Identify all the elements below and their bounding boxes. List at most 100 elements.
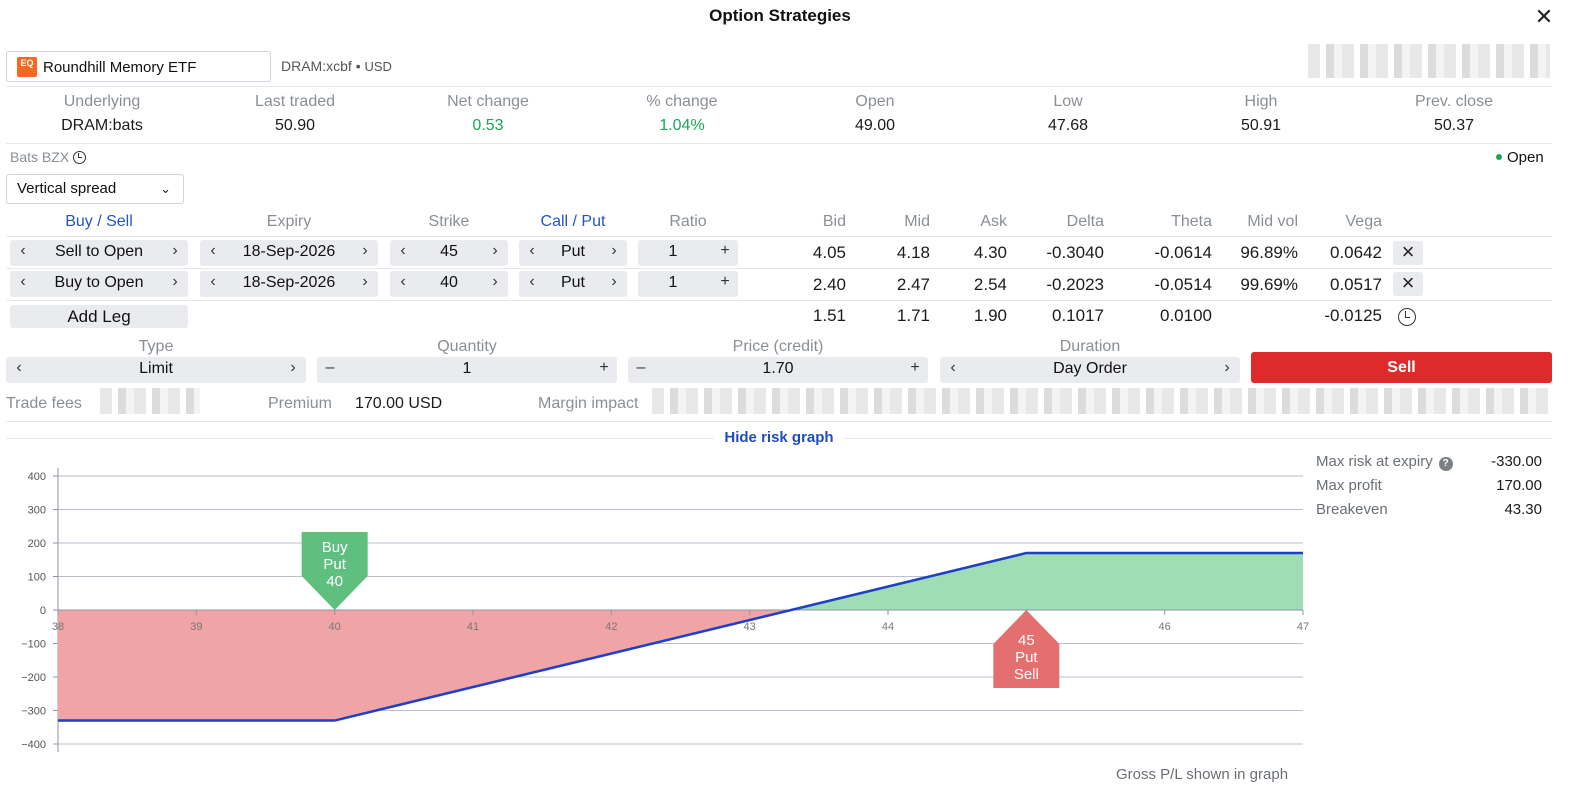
plus-icon[interactable]: +: [599, 359, 609, 376]
leg-call-put-stepper[interactable]: ‹ Put ›: [519, 271, 627, 297]
col-expiry: Expiry: [266, 213, 312, 230]
chevron-right-icon[interactable]: ›: [362, 273, 368, 290]
leg-ask: 2.54: [973, 275, 1007, 294]
leg-buy-sell-stepper[interactable]: ‹ Buy to Open ›: [10, 271, 188, 297]
account-selector-redacted[interactable]: [1308, 44, 1550, 78]
chevron-left-icon[interactable]: ‹: [400, 242, 406, 259]
price-value[interactable]: 1.70: [762, 360, 794, 377]
chevron-left-icon[interactable]: ‹: [210, 273, 216, 290]
add-leg-button[interactable]: Add Leg: [10, 305, 188, 328]
leg-strike-stepper[interactable]: ‹ 40 ›: [390, 271, 508, 297]
plus-icon[interactable]: +: [720, 273, 730, 290]
order-type-stepper[interactable]: ‹ Limit ›: [6, 357, 306, 383]
chevron-right-icon[interactable]: ›: [611, 273, 617, 290]
separator-dot: •: [355, 58, 361, 74]
chevron-right-icon[interactable]: ›: [172, 242, 178, 259]
y-tick-label: −300: [21, 706, 46, 718]
leg-call-put-stepper[interactable]: ‹ Put ›: [519, 240, 627, 266]
y-tick-label: 400: [28, 471, 46, 483]
instrument-symbol: DRAM:xcbf • USD: [281, 58, 392, 74]
chevron-right-icon[interactable]: ›: [1224, 359, 1230, 376]
stat-last-traded: Last traded 50.90: [198, 93, 392, 135]
leg-ask: 4.30: [973, 243, 1007, 262]
plus-icon[interactable]: +: [910, 359, 920, 376]
order-type-value: Limit: [139, 360, 173, 377]
stat-value: DRAM:bats: [61, 117, 143, 134]
chevron-right-icon[interactable]: ›: [290, 359, 296, 376]
chevron-left-icon[interactable]: ‹: [16, 359, 22, 376]
instrument-selector[interactable]: EQ Roundhill Memory ETF: [6, 51, 271, 82]
col-strike: Strike: [428, 213, 470, 230]
chevron-left-icon[interactable]: ‹: [529, 273, 535, 290]
leg-vega: 0.0642: [1330, 243, 1382, 262]
dialog-title: Option Strategies: [709, 6, 851, 25]
leg-strike-value: 40: [440, 274, 458, 291]
leg-buy-sell-stepper[interactable]: ‹ Sell to Open ›: [10, 240, 188, 266]
x-tick-label: 46: [1159, 621, 1171, 633]
x-tick-label: 42: [605, 621, 617, 633]
leg-ratio-stepper[interactable]: 1 +: [638, 271, 738, 297]
premium-value: 170.00 USD: [355, 395, 443, 412]
stat-value: 0.53: [472, 117, 504, 134]
plus-icon[interactable]: +: [720, 242, 730, 259]
stat-label: % change: [646, 93, 718, 110]
leg-expiry-stepper[interactable]: ‹ 18-Sep-2026 ›: [200, 271, 378, 297]
price-stepper[interactable]: – 1.70 +: [628, 357, 928, 383]
profit-area: [791, 553, 1303, 610]
stat-prev-close: Prev. close 50.37: [1357, 93, 1551, 135]
chevron-left-icon[interactable]: ‹: [400, 273, 406, 290]
strategy-selected: Vertical spread: [17, 180, 117, 197]
sell-button[interactable]: Sell: [1251, 352, 1552, 383]
trade-fees-label: Trade fees: [6, 395, 82, 412]
col-delta: Delta: [1066, 213, 1104, 230]
help-icon[interactable]: ?: [1438, 457, 1453, 471]
chevron-right-icon[interactable]: ›: [611, 242, 617, 259]
leg-ratio-stepper[interactable]: 1 +: [638, 240, 738, 266]
chevron-left-icon[interactable]: ‹: [20, 273, 26, 290]
chevron-left-icon[interactable]: ‹: [950, 359, 956, 376]
hide-risk-graph-link[interactable]: Hide risk graph: [714, 429, 844, 446]
stat-low: Low 47.68: [971, 93, 1165, 135]
quantity-stepper[interactable]: – 1 +: [317, 357, 617, 383]
total-theta: 0.0100: [1160, 306, 1212, 325]
chevron-left-icon[interactable]: ‹: [210, 242, 216, 259]
leg-expiry-stepper[interactable]: ‹ 18-Sep-2026 ›: [200, 240, 378, 266]
leg-theta: -0.0514: [1154, 275, 1212, 294]
stat-percent-change: % change 1.04%: [585, 93, 779, 135]
minus-icon[interactable]: –: [636, 359, 646, 376]
leg-bid: 2.40: [812, 275, 846, 294]
leg-mid-vol: 96.89%: [1240, 243, 1298, 262]
loss-area: [58, 610, 792, 721]
quantity-value[interactable]: 1: [462, 360, 472, 377]
chevron-right-icon[interactable]: ›: [492, 242, 498, 259]
y-tick-label: 300: [28, 505, 46, 517]
col-buy-sell[interactable]: Buy / Sell: [65, 213, 133, 230]
chevron-left-icon[interactable]: ‹: [529, 242, 535, 259]
col-call-put[interactable]: Call / Put: [540, 213, 606, 230]
close-icon[interactable]: ✕: [1534, 4, 1554, 29]
clock-icon[interactable]: [73, 151, 87, 164]
duration-stepper[interactable]: ‹ Day Order ›: [940, 357, 1240, 383]
breakeven-label: Breakeven: [1316, 501, 1388, 518]
risk-graph: 400 300 200 100 0 −100 −200 −300 −400 38 39 40 41 42 4…: [21, 468, 1309, 752]
chevron-right-icon[interactable]: ›: [362, 242, 368, 259]
strategy-select[interactable]: Vertical spread ⌄: [6, 174, 184, 204]
remove-leg-button[interactable]: ×: [1393, 272, 1423, 296]
stat-value: 50.90: [274, 117, 316, 134]
total-bid: 1.51: [812, 306, 846, 325]
remove-leg-button[interactable]: ×: [1393, 241, 1423, 265]
margin-impact-redacted: [652, 388, 1552, 414]
marker-label: 40: [326, 573, 343, 590]
leg-strike-stepper[interactable]: ‹ 45 ›: [390, 240, 508, 266]
y-tick-label: 0: [40, 605, 46, 617]
chevron-left-icon[interactable]: ‹: [20, 242, 26, 259]
clock-icon[interactable]: [1398, 308, 1416, 326]
order-duration-label: Duration: [1059, 338, 1121, 355]
minus-icon[interactable]: –: [325, 359, 335, 376]
chevron-right-icon[interactable]: ›: [172, 273, 178, 290]
symbol-text: DRAM:xcbf: [281, 58, 352, 74]
status-dot-icon: [1496, 154, 1502, 160]
stat-label: Low: [1053, 93, 1083, 110]
chevron-right-icon[interactable]: ›: [492, 273, 498, 290]
stat-value: 50.91: [1240, 117, 1282, 134]
